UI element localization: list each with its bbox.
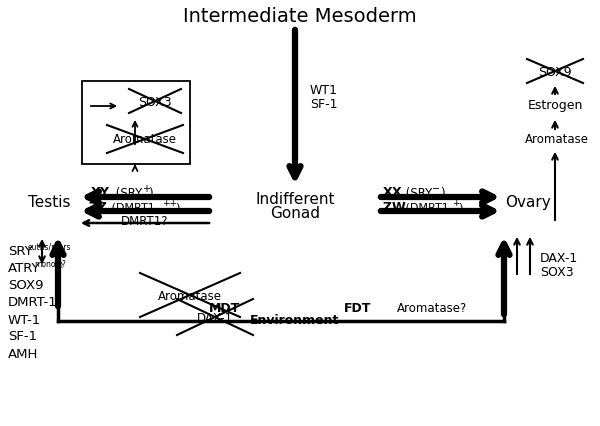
Text: WT1: WT1	[310, 83, 338, 96]
Text: FDT: FDT	[344, 301, 371, 314]
Text: DAX-1: DAX-1	[540, 251, 578, 264]
Text: SOX9: SOX9	[538, 65, 572, 78]
Text: SOX3: SOX3	[540, 265, 574, 278]
Bar	[82, 82, 190, 164]
Text: Aromatase: Aromatase	[525, 133, 589, 146]
Text: (DMRT1: (DMRT1	[402, 202, 449, 213]
Text: +: +	[142, 184, 150, 193]
Text: $\mathbf{XX}$: $\mathbf{XX}$	[382, 186, 403, 199]
Text: DMRT-1: DMRT-1	[8, 296, 58, 309]
Text: Testis: Testis	[28, 195, 71, 210]
Text: SRY: SRY	[8, 245, 32, 258]
Text: ): )	[458, 202, 463, 213]
Text: Intermediate Mesoderm: Intermediate Mesoderm	[183, 6, 417, 26]
Text: DAX-1: DAX-1	[197, 311, 233, 324]
Text: ATRY: ATRY	[8, 262, 41, 275]
Text: Gonad: Gonad	[270, 206, 320, 221]
Text: SOX9: SOX9	[8, 279, 44, 292]
Text: SOX3: SOX3	[138, 95, 172, 108]
Text: Environment: Environment	[250, 313, 340, 326]
Text: DMRT1?: DMRT1?	[121, 215, 169, 228]
Text: WT-1: WT-1	[8, 313, 41, 326]
Text: Aromatase?: Aromatase?	[397, 301, 467, 314]
Text: Ovary: Ovary	[505, 195, 551, 210]
Text: ): )	[440, 186, 445, 199]
Text: MDT: MDT	[209, 301, 241, 314]
Text: −: −	[432, 184, 440, 193]
Text: Indifferent: Indifferent	[255, 192, 335, 207]
Text: AMH: AMH	[8, 347, 38, 360]
Text: $\mathbf{ZW}$: $\mathbf{ZW}$	[382, 201, 406, 214]
Text: (SRY: (SRY	[402, 186, 432, 199]
Text: ): )	[148, 186, 152, 199]
Text: (DMRT1: (DMRT1	[108, 202, 155, 213]
Text: Aromatase: Aromatase	[113, 133, 177, 146]
Text: $\mathbf{ZZ}$: $\mathbf{ZZ}$	[88, 201, 107, 214]
Text: monotr?: monotr?	[34, 259, 66, 268]
Text: +: +	[452, 199, 460, 208]
Text: (SRY: (SRY	[112, 186, 142, 199]
Text: ++: ++	[162, 199, 177, 208]
Text: SF-1: SF-1	[8, 330, 37, 343]
Text: euths/mars: euths/mars	[28, 242, 71, 251]
Text: ): )	[175, 202, 179, 213]
Text: Aromatase: Aromatase	[158, 289, 222, 302]
Text: SF-1: SF-1	[310, 98, 338, 111]
Text: Estrogen: Estrogen	[527, 99, 583, 112]
Text: 2: 2	[59, 262, 63, 268]
Text: $\mathbf{XY}$: $\mathbf{XY}$	[90, 186, 111, 199]
